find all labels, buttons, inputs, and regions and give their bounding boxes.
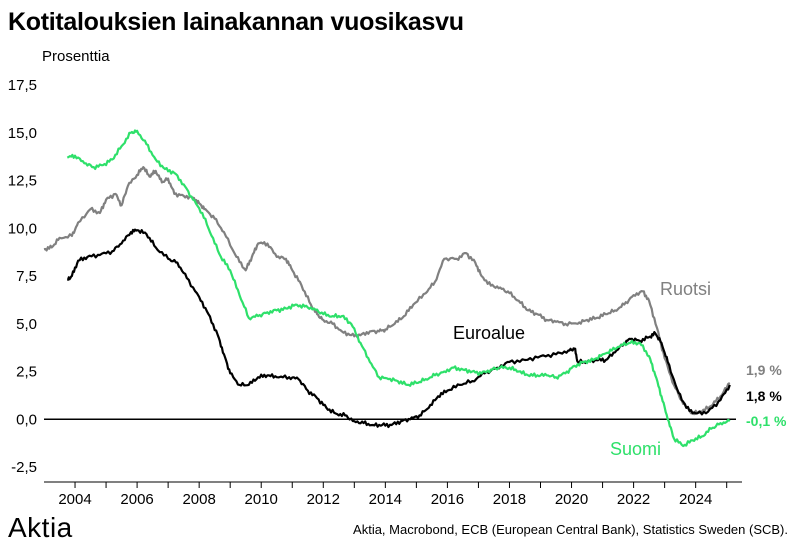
- series-end-value-euroalue: 1,8 %: [746, 388, 782, 404]
- y-tick-label: 15,0: [8, 125, 37, 142]
- series-end-value-suomi: -0,1 %: [746, 413, 787, 429]
- series-name-ruotsi: Ruotsi: [660, 279, 711, 299]
- x-tick-label: 2008: [182, 491, 215, 508]
- series-name-suomi: Suomi: [610, 439, 661, 459]
- x-tick-label: 2006: [120, 491, 153, 508]
- x-tick-label: 2016: [431, 491, 464, 508]
- series-line-ruotsi: [43, 166, 731, 416]
- series-line-euroalue: [66, 228, 731, 429]
- series-end-value-ruotsi: 1,9 %: [746, 362, 782, 378]
- x-tick-label: 2014: [369, 491, 402, 508]
- x-tick-label: 2024: [679, 491, 712, 508]
- chart-title: Kotitalouksien lainakannan vuosikasvu: [8, 8, 464, 36]
- aktia-logo: Aktia: [8, 512, 73, 543]
- x-tick-label: 2018: [493, 491, 526, 508]
- series-name-euroalue: Euroalue: [453, 323, 525, 343]
- x-tick-label: 2020: [555, 491, 588, 508]
- y-tick-label: 17,5: [8, 77, 37, 94]
- y-tick-label: 5,0: [16, 316, 37, 333]
- y-tick-label: 10,0: [8, 220, 37, 237]
- y-axis-unit-label: Prosenttia: [42, 48, 110, 65]
- source-note: Aktia, Macrobond, ECB (European Central …: [353, 522, 788, 537]
- x-tick-label: 2010: [245, 491, 278, 508]
- series-lines: [43, 129, 731, 448]
- x-tick-label: 2004: [58, 491, 91, 508]
- x-tick-label: 2022: [617, 491, 650, 508]
- y-tick-label: 0,0: [16, 411, 37, 428]
- y-tick-label: 7,5: [16, 268, 37, 285]
- y-tick-label: -2,5: [11, 459, 37, 476]
- series-labels: Ruotsi 1,9 % Euroalue 1,8 % Suomi -0,1 %: [453, 279, 787, 459]
- x-tick-label: 2012: [307, 491, 340, 508]
- y-tick-label: 12,5: [8, 173, 37, 190]
- y-tick-label: 2,5: [16, 364, 37, 381]
- y-tick-labels: 17,5 15,0 12,5 10,0 7,5 5,0 2,5 0,0 -2,5: [8, 77, 37, 476]
- series-line-suomi: [66, 129, 731, 448]
- x-tick-labels: 2004 2006 2008 2010 2012 2014 2016 2018 2020 2022…: [58, 482, 728, 508]
